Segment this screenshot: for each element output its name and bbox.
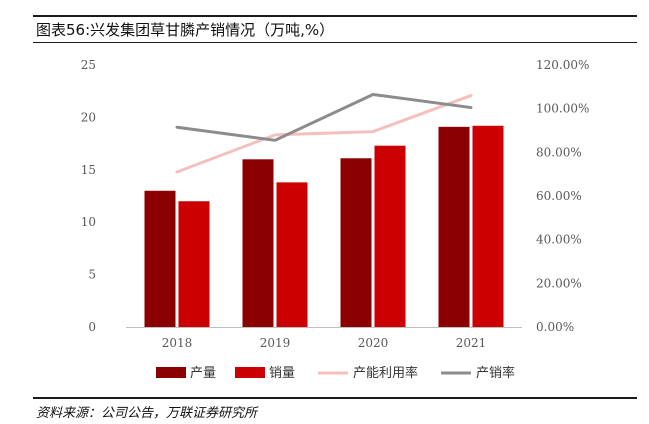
bar-销量-2020 — [374, 145, 406, 327]
source-note: 资料来源：公司公告，万联证券研究所 — [36, 406, 258, 421]
y-right-tick-label: 20.00% — [536, 276, 582, 290]
bar-产量-2019 — [242, 159, 274, 327]
y-left-tick-label: 10 — [81, 215, 96, 229]
legend-label-销量: 销量 — [269, 366, 295, 381]
legend-swatch-产量 — [156, 367, 186, 378]
bar-产量-2021 — [438, 126, 470, 327]
legend-layer: 产量 销量 产能利用率 产销率 — [156, 365, 515, 381]
x-tick-label-2018: 2018 — [162, 336, 193, 350]
legend-label-产能利用率: 产能利用率 — [353, 365, 418, 381]
bar-产量-2018 — [144, 190, 176, 327]
y-left-tick-label: 20 — [81, 110, 96, 124]
legend-label-产量: 产量 — [190, 366, 216, 381]
bar-产量-2020 — [340, 158, 372, 327]
y-right-tick-label: 40.00% — [536, 233, 582, 247]
y-right-tick-label: 60.00% — [536, 189, 582, 203]
line-series-产能利用率 — [175, 94, 473, 174]
axes-layer: 0 5 10 15 20 25 0.00% 20.00% 40.00% 60.00% 80.00% 1… — [81, 58, 590, 350]
y-left-tick-label: 5 — [88, 268, 96, 282]
y-right-tick-label: 120.00% — [536, 58, 589, 72]
legend-swatch-销量 — [235, 367, 265, 378]
legend-label-产销率: 产销率 — [476, 365, 515, 381]
x-tick-label-2019: 2019 — [260, 336, 291, 350]
line-series-产销率 — [175, 92, 473, 142]
chart-title: 图表56:兴发集团草甘膦产销情况（万吨,%） — [36, 21, 335, 39]
bar-销量-2018 — [178, 201, 210, 327]
frame-title-rule — [33, 42, 637, 43]
lines-layer — [175, 92, 473, 174]
y-left-tick-label: 0 — [88, 320, 96, 334]
y-right-tick-label: 0.00% — [536, 320, 574, 334]
bar-销量-2019 — [276, 182, 308, 327]
y-left-tick-label: 25 — [81, 58, 96, 72]
y-right-tick-label: 100.00% — [536, 102, 589, 116]
x-tick-label-2021: 2021 — [456, 336, 487, 350]
bars-layer — [144, 125, 504, 327]
y-left-tick-label: 15 — [81, 163, 96, 177]
frame-top-rule — [33, 15, 637, 17]
y-right-tick-label: 80.00% — [536, 145, 582, 159]
bar-销量-2021 — [472, 125, 504, 327]
x-tick-label-2020: 2020 — [358, 336, 389, 350]
frame-bottom-rule — [33, 397, 637, 399]
